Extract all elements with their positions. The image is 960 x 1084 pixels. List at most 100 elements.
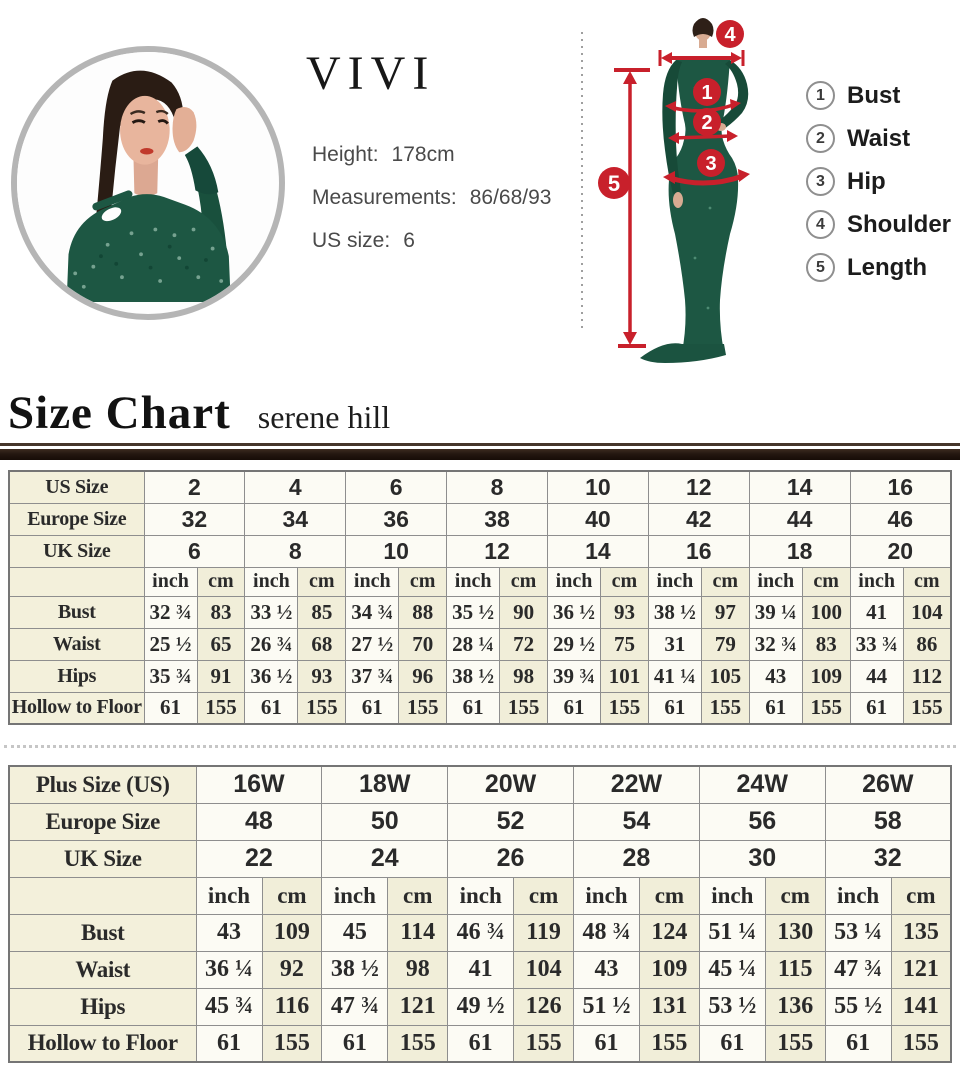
circled-number-2: 2 [806,124,835,153]
table-cell: 12 [446,534,548,568]
table-cell: 65 [196,627,246,661]
table-cell: 155 [700,691,750,725]
model-photo [11,46,285,320]
table-cell: 155 [387,1024,449,1063]
table-cell: 58 [824,802,952,841]
table-cell: 38 ½ [321,950,389,989]
table-cell: 86 [902,627,952,661]
table-cell: 83 [801,627,851,661]
table-cell: 98 [387,950,449,989]
table-cell: inch [824,876,892,915]
circled-number-3: 3 [806,167,835,196]
table-cell: 29 ½ [547,627,601,661]
table-cell: 8 [446,470,548,504]
table-row: Waist 25 ½ 65 26 ¾ 68 27 ½ 70 28 ¼ 72 29 ½ 75 31 79 3… [8,627,952,661]
table-cell: inch [547,566,601,597]
table-cell: US Size [8,470,145,504]
table-cell: 38 ½ [446,659,501,693]
table-cell: 155 [196,691,246,725]
table-cell: 56 [698,802,826,841]
table-cell: 10 [345,534,448,568]
table-cell: cm [902,566,952,597]
table-cell: 46 [849,502,952,536]
table-cell: Bust [8,913,197,952]
marker-circle-waist [693,108,721,136]
table-cell: 109 [638,950,700,989]
table-cell: Hips [8,659,145,693]
table-cell: 30 [698,839,826,878]
marker-4: 4 [724,24,736,46]
table-cell: 34 [244,502,347,536]
table-cell: 6 [345,470,448,504]
table-cell: 4 [244,470,347,504]
legend-label-length: Length [847,253,927,281]
table-row: UK Size 6 8 10 12 14 16 18 20 [8,534,952,568]
table-cell: 48 ¾ [572,913,640,952]
table-cell: Europe Size [8,802,197,841]
measurements-value: 86/68/93 [469,186,552,209]
legend-label-shoulder: Shoulder [847,210,952,238]
table-cell: 28 ¼ [446,627,501,661]
table-cell: 43 [195,913,263,952]
table-cell: 49 ½ [447,987,515,1026]
table-cell: 61 [698,1024,766,1063]
table-cell: 155 [261,1024,323,1063]
table-cell: inch [748,566,803,597]
table-cell: 115 [764,950,826,989]
section-heading: Size Chart serene hill [8,386,390,440]
circled-number-1: 1 [806,81,835,110]
table-cell: 135 [890,913,952,952]
table-cell: cm [700,566,750,597]
table-cell: cm [196,566,246,597]
table-cell: 39 ¾ [547,659,601,693]
table-cell: 155 [297,691,347,725]
table-cell: 70 [398,627,448,661]
table-cell: 22W [572,765,700,804]
table-cell: 36 ½ [244,659,299,693]
table-cell: 116 [261,987,323,1026]
table-cell: 16W [195,765,323,804]
table-cell: 36 ¼ [195,950,263,989]
measurements-label: Measurements: [312,186,457,209]
table-cell: inch [244,566,299,597]
page-title: Size Chart [8,387,231,439]
table-cell: 98 [499,659,548,693]
table-cell: 61 [244,691,299,725]
table-cell: 61 [447,1024,515,1063]
table-cell: 93 [600,595,649,629]
unit-header-row: inch cm inch cm inch cm inch cm inch cm inch cm [8,876,952,915]
table-cell: 100 [801,595,851,629]
standard-size-table: US Size 2 4 6 8 10 12 14 16 Europe Size 32 34 36 38 40… [8,470,952,725]
dress-measure-diagram: 1 2 3 4 5 [570,8,792,368]
table-cell: 61 [143,691,198,725]
table-cell: 51 ½ [572,987,640,1026]
table-cell: 36 [345,502,448,536]
size-table: US Size 2 4 6 8 10 12 14 16 Europe Size 32 34 36 38 40… [8,470,952,725]
table-cell: 126 [513,987,574,1026]
table-cell: 34 ¾ [345,595,400,629]
table-cell: 109 [801,659,851,693]
measure-legend: 1 Bust 2 Waist 3 Hip 4 Shoulder 5 Length [806,80,951,283]
table-cell: 25 ½ [143,627,198,661]
table-cell: 141 [890,987,952,1026]
table-cell: 51 ¼ [698,913,766,952]
table-cell: inch [849,566,904,597]
table-cell: 136 [764,987,826,1026]
table-cell: 32 ¾ [748,627,803,661]
table-cell: 6 [143,534,246,568]
table-cell: 155 [638,1024,700,1063]
table-cell: 39 ¼ [748,595,803,629]
table-cell: 2 [143,470,246,504]
table-cell: cm [261,876,323,915]
table-cell: cm [297,566,347,597]
brand-name: VIVI [306,47,436,100]
table-cell: 10 [547,470,649,504]
table-cell: 27 ½ [345,627,400,661]
height-label: Height: [312,143,379,166]
marker-5: 5 [608,171,620,196]
table-row: US Size 2 4 6 8 10 12 14 16 [8,470,952,504]
table-cell: 41 [447,950,515,989]
